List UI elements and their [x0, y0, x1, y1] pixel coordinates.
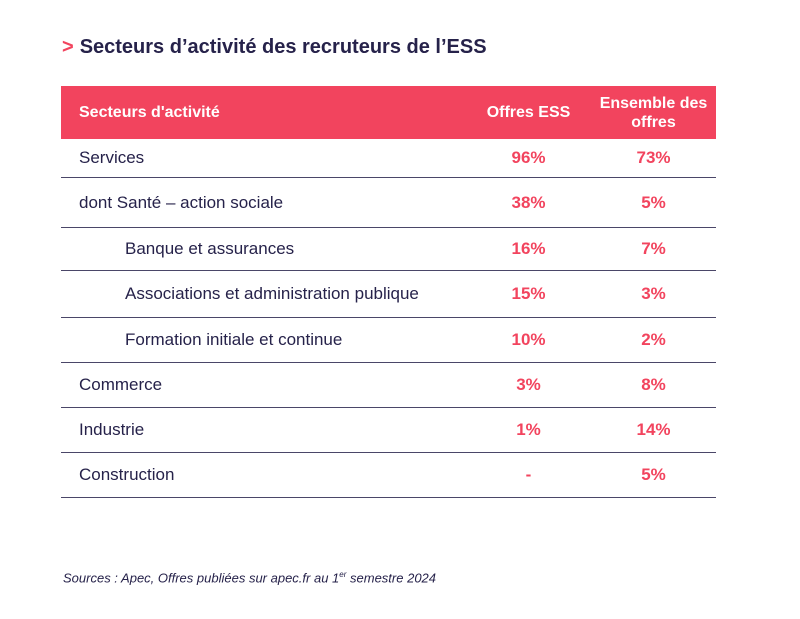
table-row: Industrie 1% 14% — [61, 408, 716, 453]
sector-cell: Formation initiale et continue — [125, 330, 343, 349]
ess-value: 15% — [511, 284, 546, 303]
header-ess-offers: Offres ESS — [486, 103, 571, 121]
sector-cell: Banque et assurances — [125, 239, 295, 258]
table-row: Formation initiale et continue 10% 2% — [61, 318, 716, 363]
chevron-right-icon: > — [62, 36, 74, 58]
table-row: dont Santé – action sociale 38% 5% — [61, 178, 716, 228]
header-sector: Secteurs d'activité — [79, 103, 220, 121]
table-row: Services 96% 73% — [61, 139, 716, 178]
sector-cell: Associations et administration publique — [125, 284, 419, 303]
ess-value: 10% — [511, 330, 546, 349]
table-row: Associations et administration publique … — [61, 271, 716, 318]
all-value: 5% — [641, 192, 666, 212]
ess-value: 38% — [511, 192, 546, 212]
table-row: Construction - 5% — [61, 453, 716, 498]
all-value: 73% — [636, 148, 671, 167]
ess-value: 1% — [516, 420, 541, 439]
all-value: 5% — [641, 465, 666, 484]
all-value: 8% — [641, 375, 666, 394]
sector-cell: Construction — [79, 465, 175, 484]
source-superscript: er — [339, 570, 347, 579]
ess-value: 16% — [511, 239, 546, 258]
sector-cell: Services — [79, 148, 145, 167]
table-header: Secteurs d'activité Offres ESS Ensemble … — [61, 86, 716, 139]
table-row: Commerce 3% 8% — [61, 363, 716, 408]
page-title: > Secteurs d’activité des recruteurs de l… — [62, 36, 487, 59]
all-value: 2% — [641, 330, 666, 349]
all-value: 14% — [636, 420, 671, 439]
all-value: 3% — [641, 284, 666, 303]
source-text: Sources : Apec, Offres publiées sur apec… — [63, 570, 340, 586]
all-value: 7% — [641, 239, 666, 258]
sector-cell: dont Santé – action sociale — [79, 192, 284, 212]
ess-value: - — [525, 465, 532, 484]
title-text: Secteurs d’activité des recruteurs de l’… — [79, 36, 487, 58]
source-text-end: semestre 2024 — [346, 570, 437, 586]
ess-value: 3% — [516, 375, 541, 394]
ess-value: 96% — [511, 148, 546, 167]
source-note: Sources : Apec, Offres publiées sur apec… — [63, 570, 436, 585]
table-row: Banque et assurances 16% 7% — [61, 228, 716, 271]
sector-table: Secteurs d'activité Offres ESS Ensemble … — [61, 86, 716, 498]
sector-cell: Commerce — [79, 375, 163, 394]
sector-cell: Industrie — [79, 420, 145, 439]
header-all-offers: Ensemble des offres — [599, 94, 708, 131]
